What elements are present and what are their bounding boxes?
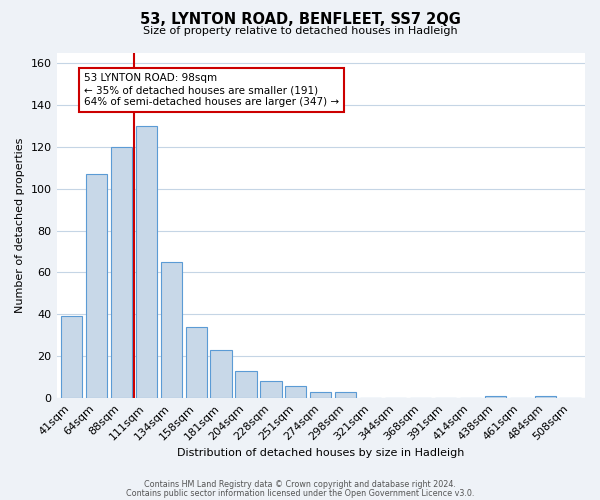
Bar xyxy=(235,371,257,398)
Bar xyxy=(310,392,331,398)
Bar xyxy=(61,316,82,398)
Text: Contains HM Land Registry data © Crown copyright and database right 2024.: Contains HM Land Registry data © Crown c… xyxy=(144,480,456,489)
Bar xyxy=(185,327,207,398)
Bar xyxy=(485,396,506,398)
Bar xyxy=(260,382,281,398)
Text: Contains public sector information licensed under the Open Government Licence v3: Contains public sector information licen… xyxy=(126,489,474,498)
Bar xyxy=(211,350,232,398)
Text: 53, LYNTON ROAD, BENFLEET, SS7 2QG: 53, LYNTON ROAD, BENFLEET, SS7 2QG xyxy=(140,12,460,28)
Bar xyxy=(285,386,307,398)
Bar xyxy=(136,126,157,398)
Text: Size of property relative to detached houses in Hadleigh: Size of property relative to detached ho… xyxy=(143,26,457,36)
Bar xyxy=(335,392,356,398)
Y-axis label: Number of detached properties: Number of detached properties xyxy=(15,138,25,313)
X-axis label: Distribution of detached houses by size in Hadleigh: Distribution of detached houses by size … xyxy=(177,448,464,458)
Bar xyxy=(535,396,556,398)
Text: 53 LYNTON ROAD: 98sqm
← 35% of detached houses are smaller (191)
64% of semi-det: 53 LYNTON ROAD: 98sqm ← 35% of detached … xyxy=(84,74,339,106)
Bar xyxy=(111,147,132,398)
Bar xyxy=(161,262,182,398)
Bar xyxy=(86,174,107,398)
